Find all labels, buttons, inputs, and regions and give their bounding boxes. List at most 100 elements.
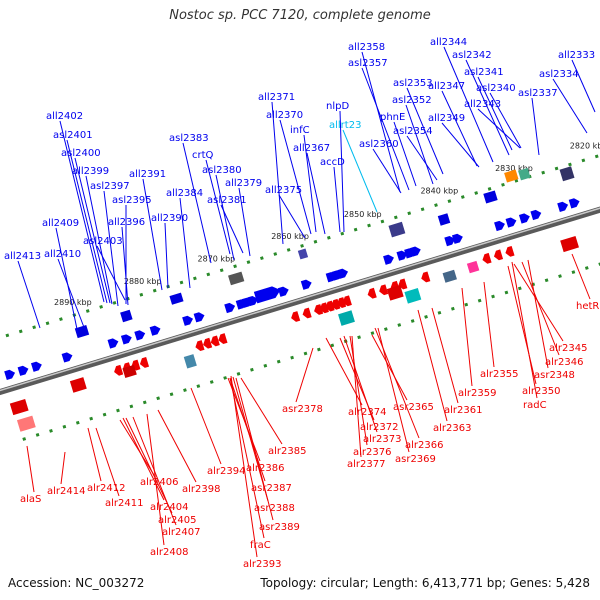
forward-gene-label[interactable]: asl2341 — [464, 67, 504, 78]
reverse-gene-label[interactable]: alr2394 — [207, 466, 245, 477]
reverse-gene-label[interactable]: radC — [523, 400, 547, 411]
forward-gene-label[interactable]: all2402 — [46, 111, 83, 122]
forward-gene-label[interactable]: asl2352 — [392, 95, 432, 106]
reverse-gene-label[interactable]: asr2387 — [251, 483, 292, 494]
forward-gene-label[interactable]: all2367 — [293, 143, 330, 154]
forward-gene-label[interactable]: asl2403 — [83, 236, 123, 247]
reverse-gene-label[interactable]: asr2348 — [534, 370, 575, 381]
scale-dot — [263, 363, 268, 368]
forward-gene-label[interactable]: all2384 — [166, 188, 203, 199]
reverse-gene-label[interactable]: alr2405 — [158, 515, 196, 526]
forward-gene-label[interactable]: all2349 — [428, 113, 465, 124]
reverse-gene-label[interactable]: asr2388 — [254, 503, 295, 514]
scale-tick-label: 2830 kbp — [495, 164, 533, 173]
reverse-gene-label[interactable]: alr2377 — [347, 459, 385, 470]
scale-dot — [594, 154, 599, 159]
forward-gene-label[interactable]: all2370 — [266, 110, 303, 121]
scale-dot — [260, 256, 264, 260]
forward-gene-label[interactable]: all2409 — [42, 218, 79, 229]
forward-gene-label[interactable]: all2344 — [430, 37, 467, 48]
reverse-gene-label[interactable]: fraC — [250, 540, 271, 551]
forward-gene-label[interactable]: asl2383 — [169, 133, 209, 144]
forward-gene-label[interactable]: asl2360 — [359, 139, 399, 150]
reverse-gene-label[interactable]: alr2346 — [545, 357, 583, 368]
forward-gene-label[interactable]: asl2340 — [476, 83, 516, 94]
reverse-gene-label[interactable]: alr2361 — [444, 405, 482, 416]
forward-gene-arrow — [107, 338, 119, 349]
forward-gene-label[interactable]: infC — [290, 125, 310, 136]
reverse-gene-label[interactable]: alr2345 — [549, 343, 587, 354]
gene-leader-line — [339, 110, 345, 233]
forward-gene-label[interactable]: all2390 — [151, 213, 188, 224]
reverse-gene-label[interactable]: alr2374 — [348, 407, 386, 418]
forward-gene-label[interactable]: all2410 — [44, 249, 81, 260]
scale-dot — [544, 278, 549, 283]
reverse-gene-label[interactable]: alr2363 — [433, 423, 471, 434]
forward-gene-label[interactable]: asl2357 — [348, 58, 388, 69]
reverse-gene-label[interactable]: alr2404 — [150, 502, 188, 513]
reverse-gene-label[interactable]: asr2389 — [259, 522, 300, 533]
forward-gene-label[interactable]: asl2353 — [393, 78, 433, 89]
reverse-gene-label[interactable]: asr2378 — [282, 404, 323, 415]
reverse-gene-label[interactable]: alaS — [20, 494, 41, 505]
reverse-gene-label[interactable]: alr2385 — [268, 446, 306, 457]
reverse-gene-label[interactable]: hetR — [576, 301, 599, 312]
reverse-gene-label[interactable]: alr2398 — [182, 484, 220, 495]
reverse-gene-label[interactable]: alr2366 — [405, 440, 443, 451]
reverse-gene-label[interactable]: alr2373 — [363, 434, 401, 445]
reverse-gene-label[interactable]: alr2412 — [87, 483, 125, 494]
gene-leader-line — [371, 334, 408, 401]
forward-gene-label[interactable]: all2333 — [558, 50, 595, 61]
forward-gene-label[interactable]: asl2381 — [207, 195, 247, 206]
reverse-gene-label[interactable]: alr2411 — [105, 498, 143, 509]
forward-gene-label[interactable]: all2371 — [258, 92, 295, 103]
gene-leader-line — [119, 419, 155, 476]
forward-gene-label[interactable]: all2413 — [4, 251, 41, 262]
forward-gene-label[interactable]: phnE — [380, 112, 405, 123]
forward-gene-label[interactable]: all2396 — [108, 217, 145, 228]
scale-dot — [407, 211, 412, 216]
reverse-gene-label[interactable]: asr2365 — [393, 402, 434, 413]
forward-gene-label[interactable]: all2375 — [265, 185, 302, 196]
reverse-gene-label[interactable]: alr2350 — [522, 386, 560, 397]
genome-backbone — [0, 206, 600, 396]
reverse-gene-label[interactable]: alr2393 — [243, 559, 281, 570]
forward-gene-label[interactable]: asl2400 — [61, 148, 101, 159]
forward-gene-label[interactable]: crtQ — [192, 150, 214, 161]
forward-gene-label[interactable]: nlpD — [326, 101, 349, 112]
forward-gene-label[interactable]: accD — [320, 157, 345, 168]
gene-leader-line — [361, 67, 410, 191]
reverse-gene-label[interactable]: asr2369 — [395, 454, 436, 465]
forward-gene-label[interactable]: asl2395 — [112, 195, 152, 206]
forward-gene-label[interactable]: allrt23 — [329, 120, 361, 131]
reverse-gene-label[interactable]: alr2406 — [140, 477, 178, 488]
forward-gene-label[interactable]: asl2397 — [90, 181, 130, 192]
reverse-gene-label[interactable]: alr2408 — [150, 547, 188, 558]
forward-gene-label[interactable]: all2391 — [129, 169, 166, 180]
forward-gene-label[interactable]: asl2354 — [393, 126, 433, 137]
scale-dot — [491, 294, 495, 299]
reverse-gene-label[interactable]: alr2386 — [246, 463, 284, 474]
forward-gene-label[interactable]: all2379 — [225, 178, 262, 189]
reverse-gene-label[interactable]: alr2355 — [480, 369, 518, 380]
reverse-gene-arrow — [203, 337, 213, 349]
forward-gene-label[interactable]: asl2334 — [539, 69, 579, 80]
forward-gene-label[interactable]: all2399 — [72, 166, 109, 177]
forward-gene-label[interactable]: asl2401 — [53, 130, 93, 141]
reverse-gene-label[interactable]: alr2407 — [162, 527, 200, 538]
forward-gene-label[interactable]: asl2337 — [518, 88, 558, 99]
reverse-gene-label[interactable]: alr2414 — [47, 486, 85, 497]
scale-tick-label: 2880 kbp — [124, 277, 162, 286]
forward-gene-label[interactable]: asl2380 — [202, 165, 242, 176]
reverse-gene-label[interactable]: alr2376 — [353, 447, 391, 458]
reverse-gene-label[interactable]: alr2372 — [360, 422, 398, 433]
forward-gene-label[interactable]: all2347 — [428, 81, 465, 92]
forward-gene-label[interactable]: all2358 — [348, 42, 385, 53]
forward-gene-label[interactable]: all2343 — [464, 99, 501, 110]
reverse-gene-arrow — [421, 271, 431, 283]
forward-gene-label[interactable]: asl2342 — [452, 50, 492, 61]
forward-gene-arrow — [383, 254, 394, 265]
reverse-gene-label[interactable]: alr2359 — [458, 388, 496, 399]
gene-leader-line — [431, 307, 459, 404]
